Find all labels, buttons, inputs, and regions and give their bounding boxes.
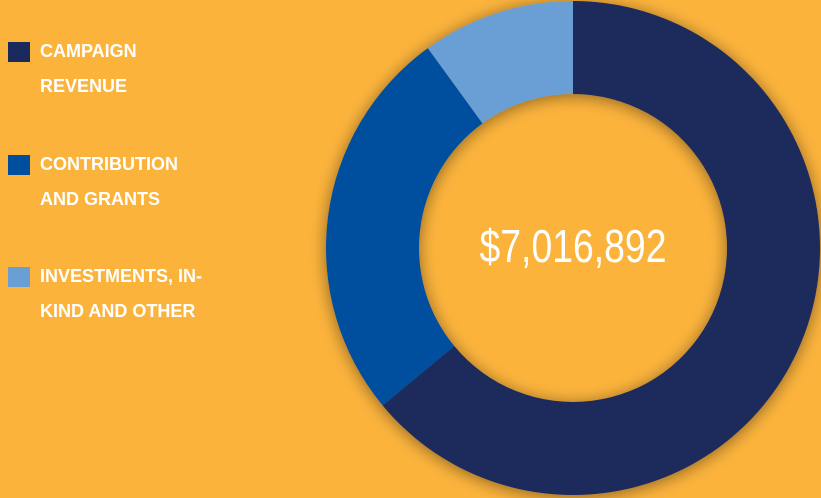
legend-swatch: [8, 42, 30, 62]
donut-segment: [427, 1, 573, 124]
donut-segment: [382, 1, 820, 496]
legend-label: CONTRIBUTION AND GRANTS: [40, 154, 178, 209]
legend-label: CAMPAIGN REVENUE: [40, 41, 137, 96]
legend-swatch: [8, 155, 30, 175]
legend-swatch: [8, 267, 30, 287]
donut-segment: [326, 48, 483, 406]
donut: [326, 1, 820, 496]
legend-label: INVESTMENTS, IN-KIND AND OTHER: [40, 266, 203, 321]
center-label: $7,016,892: [480, 220, 667, 272]
